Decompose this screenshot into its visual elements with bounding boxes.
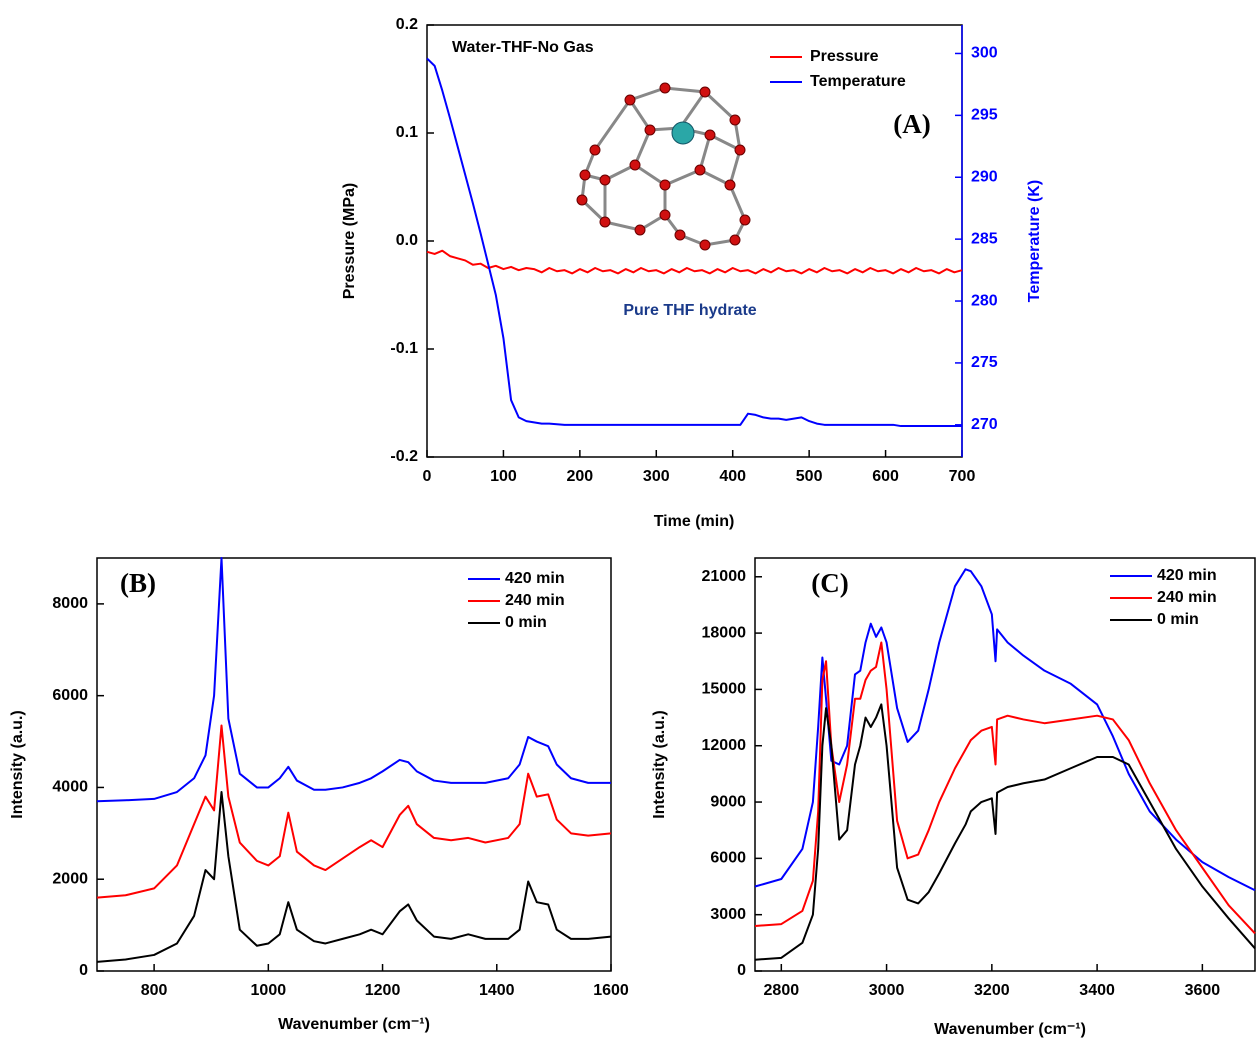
y-tick-label: 3000: [710, 906, 746, 923]
x-tick-label: 1400: [479, 982, 515, 999]
series-line: [754, 703, 1256, 961]
x-tick-label: 700: [949, 468, 976, 485]
y-tick-label: 6000: [52, 687, 88, 704]
y-tick-label: 2000: [52, 870, 88, 887]
y2-tick-label: 290: [971, 168, 998, 185]
x-tick-label: 600: [872, 468, 899, 485]
y-tick-label: 6000: [710, 850, 746, 867]
series-line: [426, 57, 962, 428]
y-axis-label: Intensity (a.u.): [651, 710, 668, 818]
x-tick-label: 3400: [1079, 982, 1115, 999]
legend-label: 420 min: [1157, 567, 1217, 584]
y-tick-label: 4000: [52, 779, 88, 796]
y-tick-label: 0: [737, 962, 746, 979]
annotation: (C): [811, 568, 848, 598]
annotation: Water-THF-No Gas: [452, 39, 594, 56]
x-tick-label: 1600: [593, 982, 629, 999]
legend-label: 240 min: [1157, 589, 1217, 606]
x-tick-label: 3200: [974, 982, 1010, 999]
x-tick-label: 1000: [251, 982, 287, 999]
y-tick-label: 0: [79, 962, 88, 979]
x-tick-label: 3600: [1185, 982, 1221, 999]
y-tick-label: -0.2: [390, 448, 418, 465]
x-tick-label: 100: [490, 468, 517, 485]
x-tick-label: 800: [141, 982, 168, 999]
series-line: [96, 724, 612, 899]
guest-molecule: [671, 121, 695, 145]
y-axis-label: Pressure (MPa): [341, 183, 358, 300]
x-axis-label: Wavenumber (cm⁻¹): [934, 1021, 1086, 1038]
y-axis-label: Intensity (a.u.): [9, 710, 26, 818]
x-tick-label: 2800: [764, 982, 800, 999]
legend-label: Temperature: [810, 73, 906, 90]
x-tick-label: 400: [719, 468, 746, 485]
x-tick-label: 300: [643, 468, 670, 485]
annotation: (A): [893, 109, 930, 139]
y2-tick-label: 275: [971, 354, 998, 371]
legend-label: 0 min: [1157, 611, 1199, 628]
y2-tick-label: 270: [971, 416, 998, 433]
plot-frame: [754, 557, 1256, 972]
plot-frame: [96, 557, 612, 972]
y-tick-label: 15000: [702, 681, 747, 698]
y-tick-label: 12000: [702, 737, 747, 754]
y2-tick-label: 295: [971, 107, 998, 124]
legend-label: Pressure: [810, 48, 879, 65]
y-tick-label: 21000: [702, 568, 747, 585]
series-line: [426, 249, 963, 275]
series-line: [96, 557, 611, 803]
y2-tick-label: 285: [971, 230, 998, 247]
legend-label: 0 min: [505, 614, 547, 631]
series-line: [96, 791, 612, 963]
y2-tick-label: 300: [971, 45, 998, 62]
y-tick-label: -0.1: [390, 340, 418, 357]
y-tick-label: 18000: [702, 624, 747, 641]
legend-label: 240 min: [505, 592, 565, 609]
x-axis-label: Time (min): [654, 513, 735, 530]
y-tick-label: 0.1: [396, 124, 418, 141]
x-axis-label: Wavenumber (cm⁻¹): [278, 1016, 430, 1033]
x-tick-label: 0: [423, 468, 432, 485]
annotation: (B): [120, 568, 156, 598]
y-tick-label: 0.0: [396, 232, 418, 249]
y-tick-label: 0.2: [396, 16, 418, 33]
y-tick-label: 8000: [52, 595, 88, 612]
x-tick-label: 200: [567, 468, 594, 485]
x-tick-label: 500: [796, 468, 823, 485]
series-line: [754, 641, 1256, 935]
annotation: Pure THF hydrate: [623, 302, 756, 319]
x-tick-label: 3000: [869, 982, 905, 999]
y-tick-label: 9000: [710, 793, 746, 810]
legend-label: 420 min: [505, 570, 565, 587]
x-tick-label: 1200: [365, 982, 401, 999]
y2-tick-label: 280: [971, 292, 998, 309]
y2-axis-label: Temperature (K): [1026, 180, 1043, 302]
